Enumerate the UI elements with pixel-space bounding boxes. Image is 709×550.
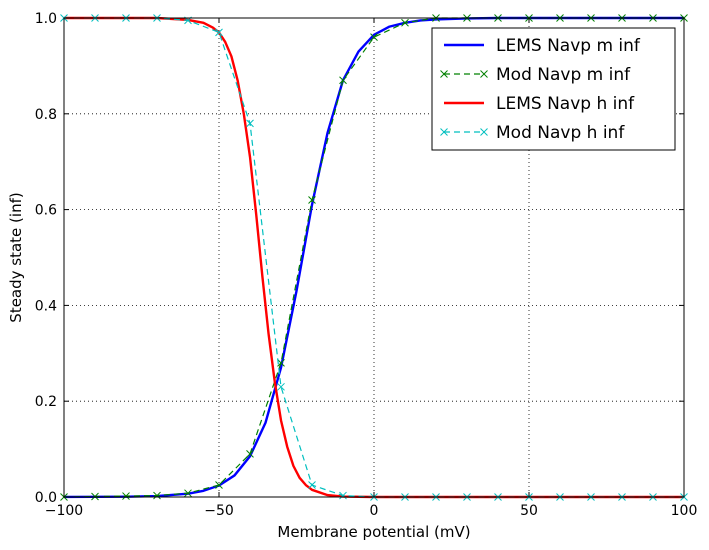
- x-marker-stroke: [184, 489, 192, 498]
- legend: LEMS Navp m inf Mod Navp m inf LEMS Navp h…: [431, 27, 676, 151]
- x-marker-stroke: [153, 491, 161, 500]
- legend-label: LEMS Navp m inf: [496, 36, 641, 56]
- x-marker-stroke: [480, 128, 488, 136]
- data-point: [153, 491, 161, 500]
- data-point: [339, 491, 347, 500]
- x-marker-stroke: [480, 70, 488, 78]
- x-marker-stroke: [370, 33, 378, 42]
- x-marker-stroke: [215, 481, 223, 489]
- legend-label: Mod Navp m inf: [496, 65, 631, 85]
- x-marker-stroke: [308, 196, 316, 204]
- x-marker-stroke: [277, 382, 285, 391]
- data-point: [246, 450, 254, 458]
- x-tick-label: 50: [520, 503, 538, 519]
- data-point: [246, 119, 254, 128]
- data-point: [277, 382, 285, 391]
- y-tick-label: 0.2: [35, 394, 57, 410]
- x-marker-stroke: [246, 119, 254, 128]
- series-line: [63, 17, 684, 498]
- y-tick-label: 0.8: [35, 107, 57, 123]
- ticks: −100 −50 0 50 100 0.0 0.2 0.4 0.6 0.8 1.0: [35, 11, 698, 519]
- series-line: [64, 16, 684, 499]
- x-marker-stroke: [277, 359, 285, 367]
- data-point: [308, 481, 316, 489]
- y-tick-label: 0.0: [35, 490, 57, 506]
- x-marker-stroke: [339, 491, 347, 500]
- x-tick-label: 0: [370, 503, 379, 519]
- x-marker-stroke: [440, 70, 448, 78]
- x-tick-label: −100: [45, 503, 83, 519]
- data-point: [277, 359, 285, 367]
- legend-marker: [440, 70, 448, 78]
- x-marker-stroke: [440, 128, 448, 136]
- legend-label: Mod Navp h inf: [496, 123, 625, 143]
- x-marker-stroke: [122, 492, 130, 500]
- data-point: [401, 18, 409, 27]
- x-marker-stroke: [401, 18, 409, 27]
- data-point: [122, 492, 130, 500]
- y-tick-label: 0.4: [35, 298, 57, 314]
- legend-marker: [480, 128, 488, 136]
- legend-marker: [440, 128, 448, 136]
- x-marker-stroke: [308, 481, 316, 489]
- legend-label: LEMS Navp h inf: [496, 94, 635, 114]
- data-point: [370, 33, 378, 42]
- legend-marker: [480, 70, 488, 78]
- data-point: [308, 196, 316, 204]
- x-marker-stroke: [215, 28, 223, 37]
- x-tick-label: −50: [204, 503, 234, 519]
- y-tick-label: 1.0: [35, 11, 57, 27]
- x-tick-label: 100: [671, 503, 698, 519]
- x-marker-stroke: [339, 76, 347, 85]
- legend-box: [431, 27, 676, 151]
- data-point: [215, 28, 223, 37]
- y-axis-label: Steady state (inf): [7, 192, 25, 322]
- x-marker-stroke: [246, 450, 254, 458]
- data-point: [215, 481, 223, 489]
- data-point: [339, 76, 347, 85]
- data-point: [184, 489, 192, 498]
- y-tick-label: 0.6: [35, 203, 57, 219]
- series-3: [64, 16, 684, 499]
- x-axis-label: Membrane potential (mV): [277, 523, 470, 541]
